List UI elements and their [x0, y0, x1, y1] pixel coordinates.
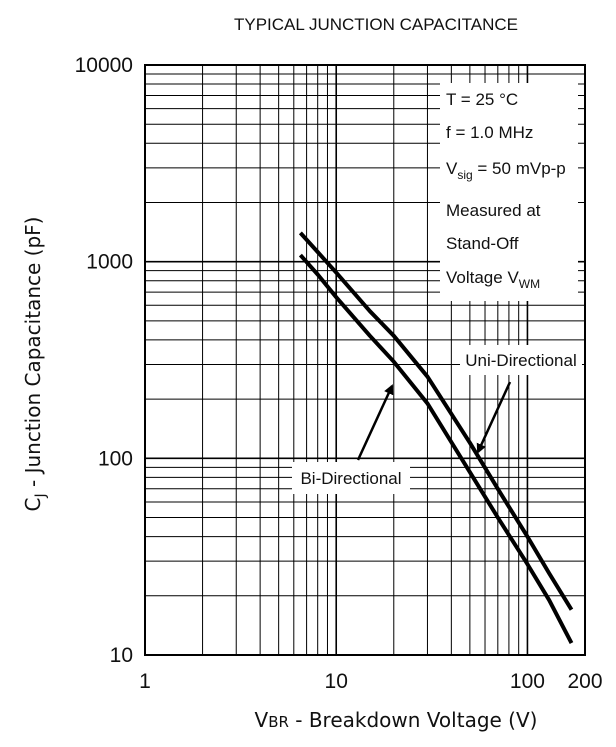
condition-line: T = 25 °C — [446, 90, 518, 109]
y-tick-label: 10 — [110, 644, 133, 667]
uni-directional-arrow — [476, 381, 512, 454]
series-curves — [298, 231, 574, 645]
y-tick-label: 10000 — [75, 54, 133, 77]
bi-label-bg — [292, 462, 410, 494]
uni-directional-label: Uni-Directional — [465, 351, 576, 370]
bi-directional-arrow — [356, 384, 394, 461]
x-tick-label: 1 — [139, 670, 151, 693]
conditions-annotation: T = 25 °C f = 1.0 MHz Vsig = 50 mVp-p Measu… — [440, 83, 578, 301]
series-line-bi — [298, 253, 574, 645]
series-line-uni — [298, 231, 574, 611]
plot-frame — [144, 64, 586, 656]
condition-line: Vsig = 50 mVp-p — [446, 159, 566, 182]
series-labels: Uni-Directional Bi-Directional — [292, 345, 582, 494]
y-tick-labels: 10 100 1000 10000 — [75, 54, 133, 667]
chart-title: TYPICAL JUNCTION CAPACITANCE — [234, 15, 518, 34]
x-tick-label: 200 — [567, 670, 602, 693]
x-tick-label: 10 — [325, 670, 348, 693]
condition-line: Voltage VWM — [446, 268, 540, 291]
x-tick-label: 100 — [510, 670, 545, 693]
x-axis-label: VBR - Breakdown Voltage (V) — [255, 708, 538, 732]
x-tick-labels: 1 10 100 200 — [139, 670, 602, 693]
conditions-box-bg — [440, 83, 578, 301]
bi-directional-label: Bi-Directional — [300, 469, 401, 488]
condition-line: f = 1.0 MHz — [446, 123, 533, 142]
condition-line: Stand-Off — [446, 234, 519, 253]
y-tick-label: 1000 — [86, 251, 133, 274]
uni-label-bg — [460, 345, 582, 375]
y-tick-label: 100 — [98, 447, 133, 470]
y-axis-label: CJ - Junction Capacitance (pF) — [21, 217, 49, 512]
condition-line: Measured at — [446, 201, 541, 220]
